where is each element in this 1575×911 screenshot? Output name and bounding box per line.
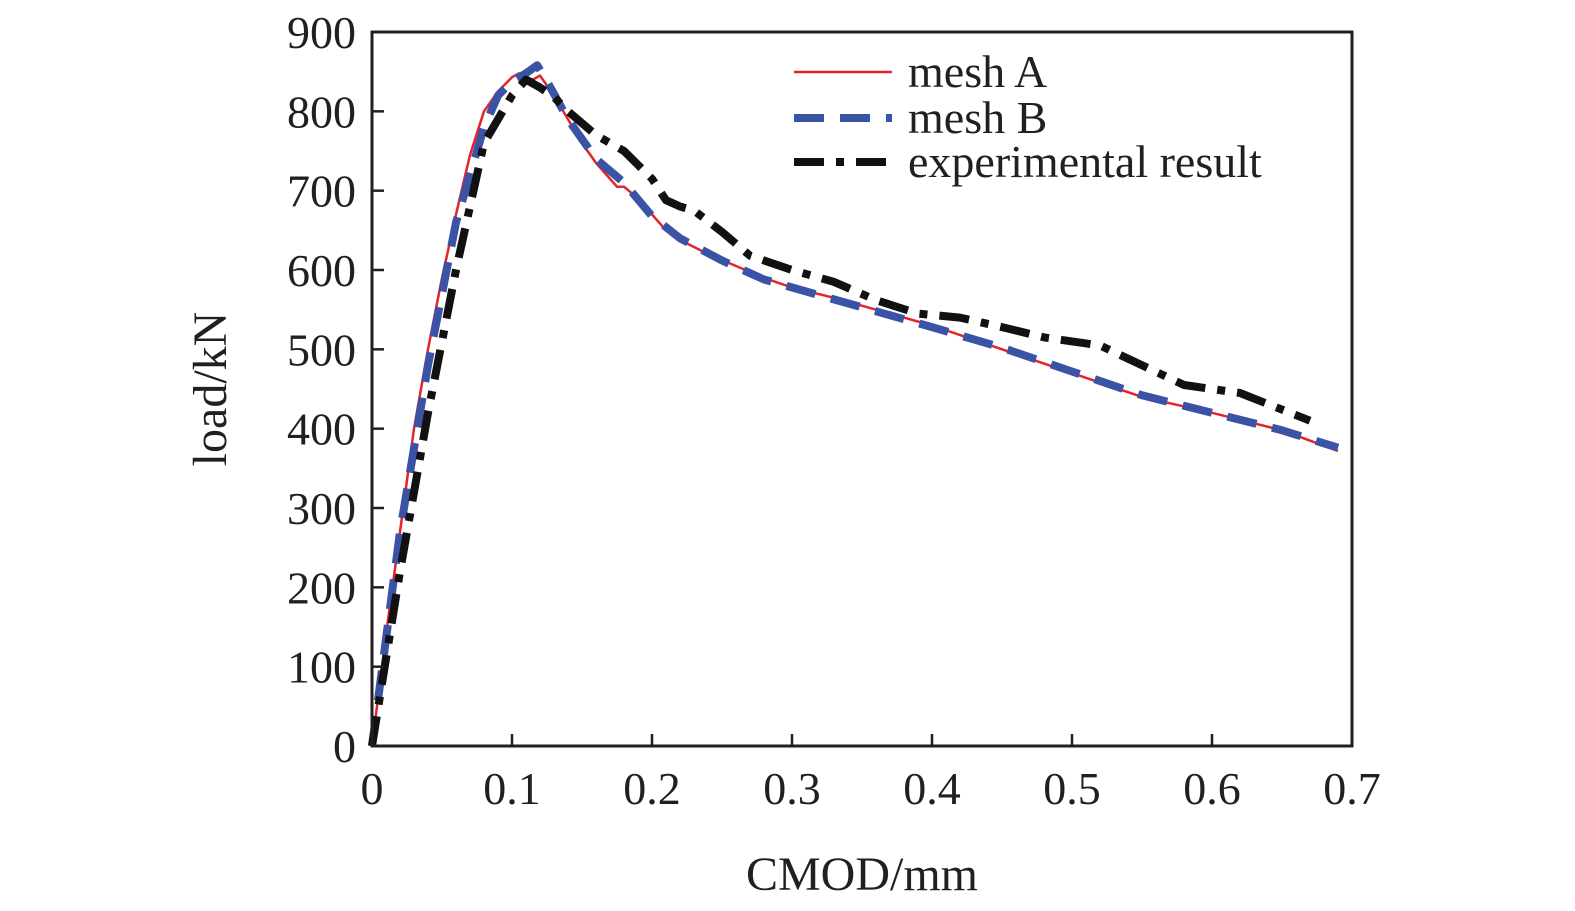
x-tick-label: 0.5 [1043,763,1101,814]
y-tick-label: 300 [287,483,356,534]
x-tick-label: 0.7 [1323,763,1381,814]
y-tick-label: 100 [287,642,356,693]
y-axis-title: load/kN [184,312,237,467]
x-tick-label: 0.2 [623,763,681,814]
y-tick-label: 200 [287,562,356,613]
x-tick-label: 0.3 [763,763,821,814]
x-axis-title: CMOD/mm [746,848,978,901]
x-tick-label: 0.4 [903,763,961,814]
y-axis: 0 100 200 300 400 500 600 700 800 900 [287,7,384,772]
x-axis: 0 0.1 0.2 0.3 0.4 0.5 0.6 0.7 [361,734,1381,814]
plot-series [368,61,1340,747]
x-tick-label: 0.6 [1183,763,1241,814]
legend-label: mesh B [908,92,1047,143]
series-line-2 [368,61,1340,747]
y-tick-label: 700 [287,166,356,217]
y-tick-label: 0 [333,721,356,772]
x-tick-label: 0 [361,763,384,814]
y-tick-label: 800 [287,86,356,137]
y-tick-label: 600 [287,245,356,296]
series-line-3 [368,75,1312,747]
y-tick-label: 900 [287,7,356,58]
x-tick-label: 0.1 [483,763,541,814]
y-tick-label: 400 [287,404,356,455]
legend-label: experimental result [908,136,1262,187]
y-tick-label: 500 [287,324,356,375]
plot-frame [370,30,1354,748]
legend-label: mesh A [908,46,1047,97]
